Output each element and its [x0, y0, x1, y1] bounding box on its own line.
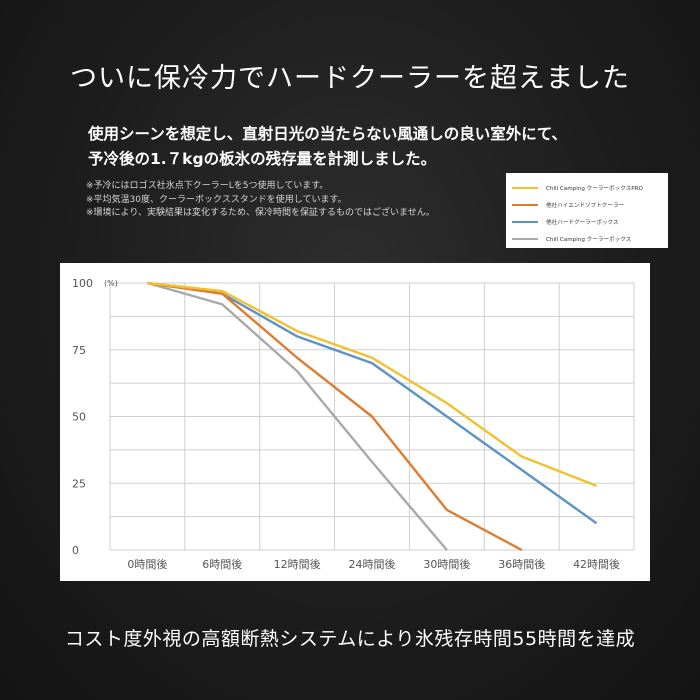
legend-swatch — [512, 186, 538, 189]
legend-item: 他社ハイエンドソフトクーラー — [512, 196, 662, 213]
notes: ※予冷にはロゴス社氷点下クーラーLを5つ使用しています。 ※平均気温30度、クー… — [86, 180, 506, 221]
legend-swatch — [512, 220, 538, 223]
lead-line-2: 予冷後の1.７kgの板氷の残存量を計測しました。 — [88, 150, 437, 168]
lead-line-1: 使用シーンを想定し、直射日光の当たらない風通しの良い室外にて、 — [88, 125, 567, 143]
note-3: ※環境により、実験結果は変化するため、保冷時間を保証するものではございません。 — [86, 208, 435, 218]
legend-label: Chill Camping クーラーボックスPRO — [546, 185, 643, 192]
series-line — [147, 281, 523, 552]
x-tick-label: 24時間後 — [349, 557, 396, 571]
y-tick-label: 100 — [72, 277, 93, 290]
chart-panel: 0 25 50 75 100 (%) 0時間後 6時間後 12時間後 24時間後 30時間後 36時間… — [60, 263, 650, 581]
x-tick-label: 0時間後 — [127, 557, 167, 571]
note-1: ※予冷にはロゴス社氷点下クーラーLを5つ使用しています。 — [86, 181, 329, 191]
legend-item: Chill Camping クーラーボックスPRO — [512, 179, 662, 196]
line-chart: 0 25 50 75 100 (%) 0時間後 6時間後 12時間後 24時間後 30時間後 36時間… — [72, 277, 635, 571]
legend-label: 他社ハードクーラーボックス — [546, 219, 619, 226]
y-tick-label: 50 — [72, 411, 86, 424]
headline: ついに保冷力でハードクーラーを超えました — [70, 63, 630, 94]
legend-label: 他社ハイエンドソフトクーラー — [546, 202, 625, 209]
y-tick-label: 0 — [72, 544, 79, 557]
footer-text: コスト度外視の高額断熱システムにより氷残存時間55時間を達成 — [64, 628, 636, 650]
series-line — [147, 281, 598, 525]
x-tick-label: 36時間後 — [498, 557, 545, 571]
x-tick-label: 12時間後 — [274, 557, 321, 571]
legend-swatch — [512, 237, 538, 240]
x-tick-label: 30時間後 — [423, 557, 470, 571]
chart-legend: Chill Camping クーラーボックスPRO 他社ハイエンドソフトクーラー他… — [506, 173, 668, 248]
legend-swatch — [512, 203, 538, 206]
x-tick-label: 42時間後 — [573, 557, 620, 571]
series-line — [147, 281, 598, 488]
y-axis-label: (%) — [104, 279, 118, 288]
legend-item: Chill Camping クーラーボックス — [512, 230, 662, 247]
y-tick-label: 25 — [72, 477, 86, 490]
series-line — [147, 281, 448, 551]
legend-label: Chill Camping クーラーボックス — [546, 236, 632, 243]
legend-item: 他社ハードクーラーボックス — [512, 213, 662, 230]
note-2: ※平均気温30度、クーラーボックススタンドを使用しています。 — [86, 194, 347, 205]
y-tick-label: 75 — [72, 344, 86, 357]
x-tick-label: 6時間後 — [202, 557, 242, 571]
lead-text: 使用シーンを想定し、直射日光の当たらない風通しの良い室外にて、 予冷後の1.７k… — [88, 122, 668, 172]
